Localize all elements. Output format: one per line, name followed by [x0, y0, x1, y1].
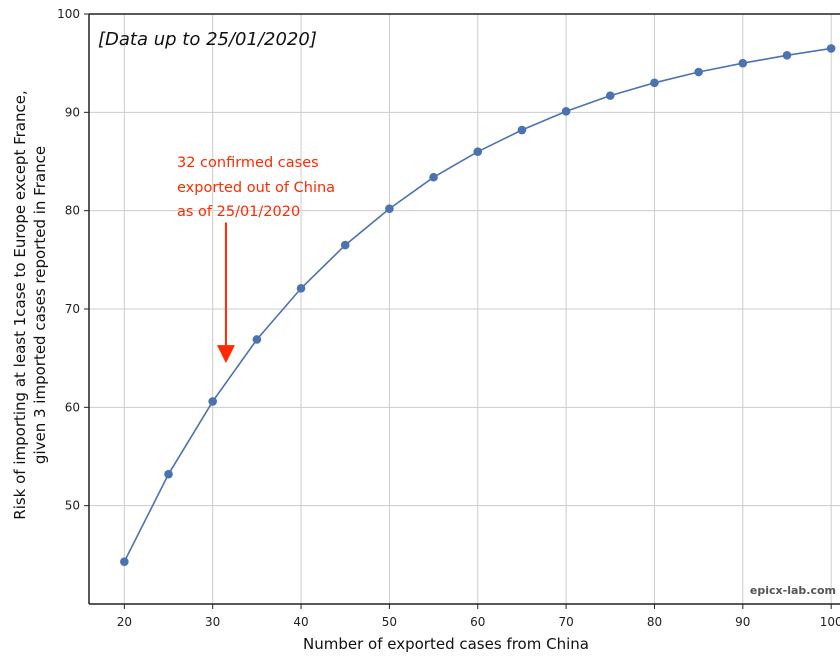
y-tick-label: 90	[65, 105, 80, 119]
x-tick-label: 70	[558, 615, 573, 629]
y-axis-label-line-2: given 3 imported cases reported in Franc…	[31, 146, 49, 464]
y-tick-label: 100	[57, 7, 80, 21]
data-point	[296, 284, 306, 293]
x-tick-label: 90	[735, 615, 750, 629]
x-tick-label: 20	[117, 615, 132, 629]
arrow-note-line-3: as of 25/01/2020	[177, 204, 300, 220]
x-axis-label: Number of exported cases from China	[303, 635, 589, 653]
data-point	[208, 397, 217, 406]
data-point	[120, 557, 129, 567]
data-point	[473, 147, 483, 156]
y-tick-label: 70	[65, 302, 80, 316]
data-point	[694, 67, 703, 77]
annotations: [Data up to 25/01/2020] 32 confirmed cas…	[98, 29, 335, 364]
data-point	[782, 51, 792, 60]
x-tick-label: 40	[293, 615, 308, 629]
data-point	[164, 469, 173, 479]
x-tick-label: 60	[470, 615, 485, 629]
y-tick-label: 50	[65, 499, 80, 513]
data-note: [Data up to 25/01/2020]	[98, 29, 317, 50]
data-point	[738, 58, 748, 68]
watermark: epicx-lab.com	[750, 584, 836, 597]
data-point	[429, 172, 438, 182]
data-point	[605, 91, 615, 100]
x-tick-label: 30	[205, 615, 220, 629]
x-ticks: 20 30 40 50 60 70 80 90 100	[117, 604, 840, 629]
y-ticks: 50 60 70 80 90 100	[57, 7, 89, 513]
y-tick-label: 60	[65, 400, 80, 414]
x-tick-label: 100	[820, 615, 840, 629]
data-point	[517, 125, 527, 135]
annotation-arrow-head	[216, 345, 235, 364]
x-tick-label: 80	[647, 615, 662, 629]
data-point	[252, 335, 262, 344]
data-point	[826, 44, 836, 53]
x-tick-label: 50	[382, 615, 397, 629]
series	[120, 44, 836, 567]
data-point	[650, 78, 659, 88]
data-point	[340, 240, 350, 250]
arrow-note-line-2: exported out of China	[177, 180, 335, 196]
arrow-note-line-1: 32 confirmed cases	[177, 155, 319, 171]
y-axis-label-line-1: Risk of importing at least 1case to Euro…	[11, 90, 29, 519]
grid	[89, 13, 840, 604]
y-tick-label: 80	[65, 204, 80, 218]
data-point	[385, 204, 394, 213]
data-point	[561, 107, 571, 116]
